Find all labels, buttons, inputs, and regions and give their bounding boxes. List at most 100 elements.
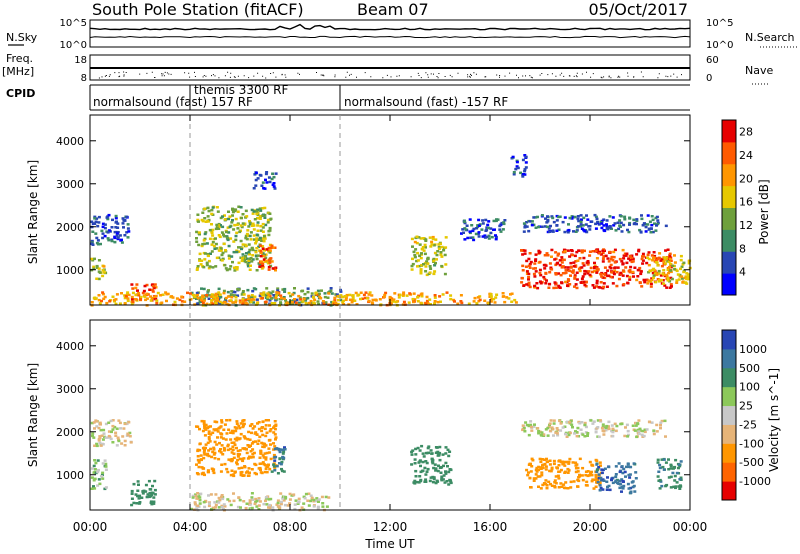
range-gate-cell bbox=[116, 222, 120, 225]
range-gate-cell bbox=[264, 301, 268, 304]
range-gate-cell bbox=[566, 266, 570, 269]
range-gate-cell bbox=[207, 449, 211, 452]
power-colorbar-segment bbox=[722, 229, 736, 252]
range-gate-cell bbox=[299, 298, 303, 301]
range-gate-cell bbox=[669, 262, 673, 266]
range-gate-cell bbox=[214, 493, 218, 496]
range-gate-cell bbox=[237, 246, 240, 249]
range-gate-cell bbox=[658, 487, 662, 490]
range-gate-cell bbox=[247, 225, 251, 228]
range-gate-cell bbox=[324, 495, 328, 499]
range-gate-cell bbox=[337, 295, 341, 298]
range-gate-cell bbox=[205, 242, 209, 245]
range-gate-cell bbox=[434, 469, 438, 472]
range-gate-cell bbox=[247, 297, 250, 301]
range-gate-cell bbox=[605, 219, 609, 222]
range-gate-cell bbox=[567, 223, 570, 226]
range-gate-cell bbox=[665, 483, 669, 487]
range-gate-cell bbox=[460, 232, 463, 235]
range-gate-cell bbox=[95, 266, 99, 269]
range-gate-cell bbox=[463, 227, 467, 230]
range-gate-cell bbox=[255, 257, 259, 261]
range-gate-cell bbox=[211, 431, 215, 434]
range-gate-cell bbox=[543, 458, 547, 461]
range-gate-cell bbox=[224, 249, 227, 252]
range-gate-cell bbox=[439, 251, 443, 254]
range-gate-cell bbox=[456, 302, 460, 305]
range-gate-cell bbox=[664, 224, 668, 228]
range-gate-cell bbox=[340, 295, 344, 299]
range-gate-cell bbox=[143, 295, 147, 298]
range-gate-cell bbox=[578, 457, 582, 461]
range-gate-cell bbox=[607, 425, 610, 428]
range-gate-cell bbox=[540, 434, 544, 437]
range-gate-cell bbox=[442, 474, 446, 477]
range-gate-cell bbox=[248, 222, 252, 226]
range-gate-cell bbox=[226, 443, 230, 447]
range-gate-cell bbox=[429, 245, 433, 248]
range-gate-cell bbox=[460, 301, 464, 305]
range-gate-cell bbox=[613, 261, 617, 264]
range-gate-cell bbox=[248, 438, 252, 441]
range-gate-cell bbox=[608, 215, 612, 218]
range-gate-cell bbox=[141, 492, 145, 495]
range-gate-cell bbox=[248, 221, 252, 225]
range-gate-cell bbox=[130, 489, 134, 493]
range-gate-cell bbox=[575, 434, 579, 438]
range-gate-cell bbox=[426, 257, 430, 260]
range-gate-cell bbox=[288, 502, 292, 505]
range-gate-cell bbox=[193, 501, 197, 504]
range-gate-cell bbox=[189, 298, 193, 301]
range-gate-cell bbox=[367, 293, 371, 296]
range-gate-cell bbox=[440, 478, 444, 482]
range-gate-cell bbox=[264, 178, 267, 182]
range-gate-cell bbox=[516, 166, 520, 170]
range-gate-cell bbox=[151, 288, 154, 292]
range-gate-cell bbox=[620, 478, 624, 481]
range-gate-cell bbox=[632, 462, 636, 465]
range-gate-cell bbox=[659, 421, 663, 424]
velocity-colorbar-segment bbox=[722, 443, 736, 463]
range-gate-cell bbox=[208, 237, 212, 241]
range-gate-cell bbox=[320, 495, 324, 499]
range-gate-cell bbox=[131, 287, 135, 290]
range-gate-cell bbox=[260, 184, 264, 187]
range-gate-cell bbox=[427, 445, 431, 448]
range-gate-cell bbox=[118, 302, 122, 305]
range-gate-cell bbox=[123, 234, 127, 237]
range-gate-cell bbox=[432, 272, 436, 276]
range-gate-cell bbox=[252, 298, 256, 301]
range-gate-cell bbox=[524, 421, 528, 424]
range-gate-cell bbox=[556, 429, 560, 432]
range-gate-cell bbox=[268, 180, 272, 184]
range-gate-cell bbox=[471, 236, 475, 239]
range-gate-cell bbox=[96, 239, 100, 242]
range-gate-cell bbox=[309, 499, 312, 503]
range-gate-cell bbox=[438, 295, 442, 298]
range-gate-cell bbox=[651, 259, 655, 262]
range-gate-cell bbox=[611, 430, 615, 434]
range-gate-cell bbox=[322, 302, 326, 306]
range-gate-cell bbox=[212, 453, 216, 456]
range-gate-cell bbox=[195, 268, 199, 271]
range-gate-cell bbox=[437, 452, 441, 456]
range-gate-cell bbox=[641, 224, 645, 227]
range-gate-cell bbox=[602, 433, 606, 436]
range-gate-cell bbox=[586, 474, 590, 478]
range-gate-cell bbox=[538, 430, 542, 434]
range-gate-cell bbox=[558, 470, 562, 473]
range-gate-cell bbox=[203, 424, 206, 428]
range-gate-cell bbox=[226, 448, 230, 452]
range-gate-cell bbox=[425, 295, 429, 299]
range-gate-cell bbox=[515, 165, 519, 168]
range-gate-cell bbox=[250, 294, 254, 297]
range-gate-cell bbox=[444, 472, 448, 475]
range-gate-cell bbox=[459, 294, 463, 297]
range-gate-cell bbox=[432, 466, 436, 470]
range-gate-cell bbox=[196, 492, 200, 495]
range-gate-cell bbox=[249, 503, 253, 506]
range-gate-cell bbox=[304, 492, 308, 496]
range-gate-cell bbox=[546, 215, 549, 218]
range-gate-cell bbox=[430, 460, 434, 463]
range-gate-cell bbox=[521, 428, 525, 432]
